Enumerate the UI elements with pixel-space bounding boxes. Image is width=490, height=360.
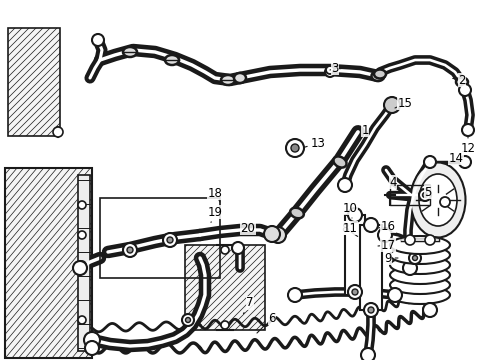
Circle shape [127,247,133,253]
Text: 7: 7 [244,297,254,314]
Circle shape [182,314,194,326]
Text: 15: 15 [395,96,413,109]
Circle shape [338,178,352,192]
Ellipse shape [419,174,457,226]
Circle shape [413,256,417,261]
Circle shape [53,127,63,137]
Circle shape [462,124,474,136]
Text: 4: 4 [389,176,397,192]
Circle shape [163,233,177,247]
Ellipse shape [221,75,235,85]
Circle shape [78,261,86,269]
Ellipse shape [390,276,450,294]
Text: 10: 10 [343,202,357,218]
Ellipse shape [390,256,450,274]
Circle shape [78,231,86,239]
Text: 5: 5 [424,185,432,198]
Circle shape [419,189,431,201]
Ellipse shape [411,162,466,238]
Circle shape [78,316,86,324]
Circle shape [221,321,229,329]
Circle shape [388,288,402,302]
Bar [78,175,90,351]
Ellipse shape [374,69,386,78]
Circle shape [368,307,374,313]
Circle shape [186,318,191,323]
Circle shape [73,261,87,275]
Circle shape [424,156,436,168]
Bar [185,245,265,330]
Circle shape [348,285,362,299]
Circle shape [352,289,358,295]
Text: 2: 2 [453,73,466,86]
Text: 13: 13 [305,136,325,149]
Text: 16: 16 [378,220,395,233]
Circle shape [364,303,378,317]
Circle shape [425,235,435,245]
Circle shape [459,84,471,96]
Circle shape [423,303,437,317]
Bar [360,225,382,310]
Ellipse shape [390,246,450,264]
Circle shape [440,197,450,207]
Circle shape [326,66,334,74]
Ellipse shape [165,55,179,65]
Circle shape [361,348,375,360]
Ellipse shape [390,236,450,254]
Circle shape [409,252,421,264]
Circle shape [403,261,417,275]
Circle shape [167,237,173,243]
Text: 20: 20 [241,221,255,234]
Circle shape [123,243,137,257]
Circle shape [264,226,280,242]
Ellipse shape [123,47,137,57]
Circle shape [85,341,99,355]
Circle shape [364,218,378,232]
Circle shape [92,34,104,46]
Bar [5,168,92,358]
Ellipse shape [290,208,304,218]
Text: 9: 9 [384,252,398,265]
Bar [345,215,365,295]
Text: 1: 1 [358,123,369,140]
Circle shape [288,288,302,302]
Ellipse shape [234,73,246,83]
Circle shape [84,332,100,348]
Text: 8: 8 [342,221,358,237]
Circle shape [221,246,229,254]
Text: 14: 14 [448,152,464,165]
Bar [390,185,430,205]
Bar [100,198,220,278]
Ellipse shape [390,266,450,284]
Bar [8,28,60,136]
Circle shape [459,156,471,168]
Circle shape [405,235,415,245]
Text: 12: 12 [461,136,475,154]
Circle shape [232,242,244,254]
Ellipse shape [333,157,346,167]
Ellipse shape [456,77,468,86]
Circle shape [422,193,427,198]
Text: 17: 17 [378,239,395,252]
Text: 19: 19 [207,206,222,222]
Circle shape [291,144,299,152]
Text: 3: 3 [330,62,339,75]
Circle shape [78,201,86,209]
Circle shape [325,67,335,77]
Ellipse shape [371,71,385,81]
Ellipse shape [390,286,450,304]
Circle shape [378,228,392,242]
Circle shape [270,227,286,243]
Text: 18: 18 [208,186,222,202]
Circle shape [286,139,304,157]
Text: 11: 11 [343,221,358,234]
Circle shape [348,208,362,222]
Text: 6: 6 [257,311,276,333]
Circle shape [384,97,400,113]
